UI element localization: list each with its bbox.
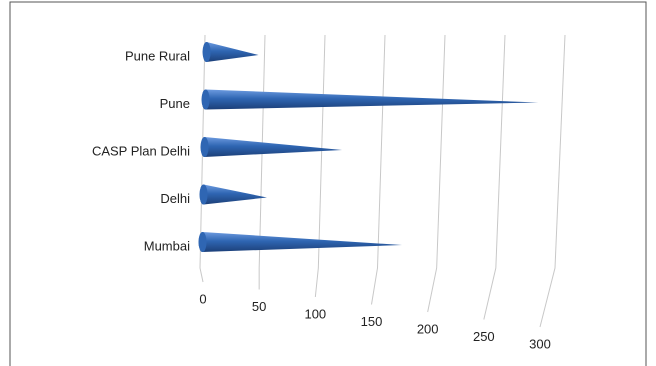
y-tick-label: Mumbai (144, 238, 190, 253)
frame (9, 1, 647, 366)
cone (201, 89, 539, 110)
cone-body (201, 89, 539, 110)
y-tick-label: Pune Rural (125, 48, 190, 63)
cone-body (200, 137, 343, 157)
y-tick-label: Pune (160, 96, 190, 111)
cone-base (201, 89, 210, 110)
grid-line (427, 34, 446, 313)
cone-body (199, 184, 267, 205)
cone-base (202, 42, 211, 62)
x-tick-label: 50 (252, 299, 266, 314)
cone-body (202, 42, 259, 62)
cone-base (199, 184, 208, 205)
y-tick-label: CASP Plan Delhi (92, 143, 190, 158)
y-tick-label: Delhi (160, 191, 190, 206)
cone-base (200, 137, 209, 157)
grid-line (483, 34, 506, 320)
x-tick-label: 150 (361, 314, 383, 329)
cone (199, 184, 267, 205)
grid-line (539, 34, 566, 328)
grid-line (314, 34, 326, 298)
cone (202, 42, 259, 62)
x-tick-label: 0 (199, 291, 206, 306)
cone-base (198, 232, 207, 252)
x-tick-label: 200 (417, 321, 439, 336)
x-tick-label: 250 (473, 329, 495, 344)
grid-line (199, 34, 206, 283)
x-tick-label: 300 (529, 336, 551, 351)
cone (198, 232, 403, 252)
cone (200, 137, 343, 157)
cone-body (198, 232, 403, 252)
grid-line (371, 34, 386, 305)
x-tick-label: 100 (304, 306, 326, 321)
grid-line (258, 34, 266, 290)
